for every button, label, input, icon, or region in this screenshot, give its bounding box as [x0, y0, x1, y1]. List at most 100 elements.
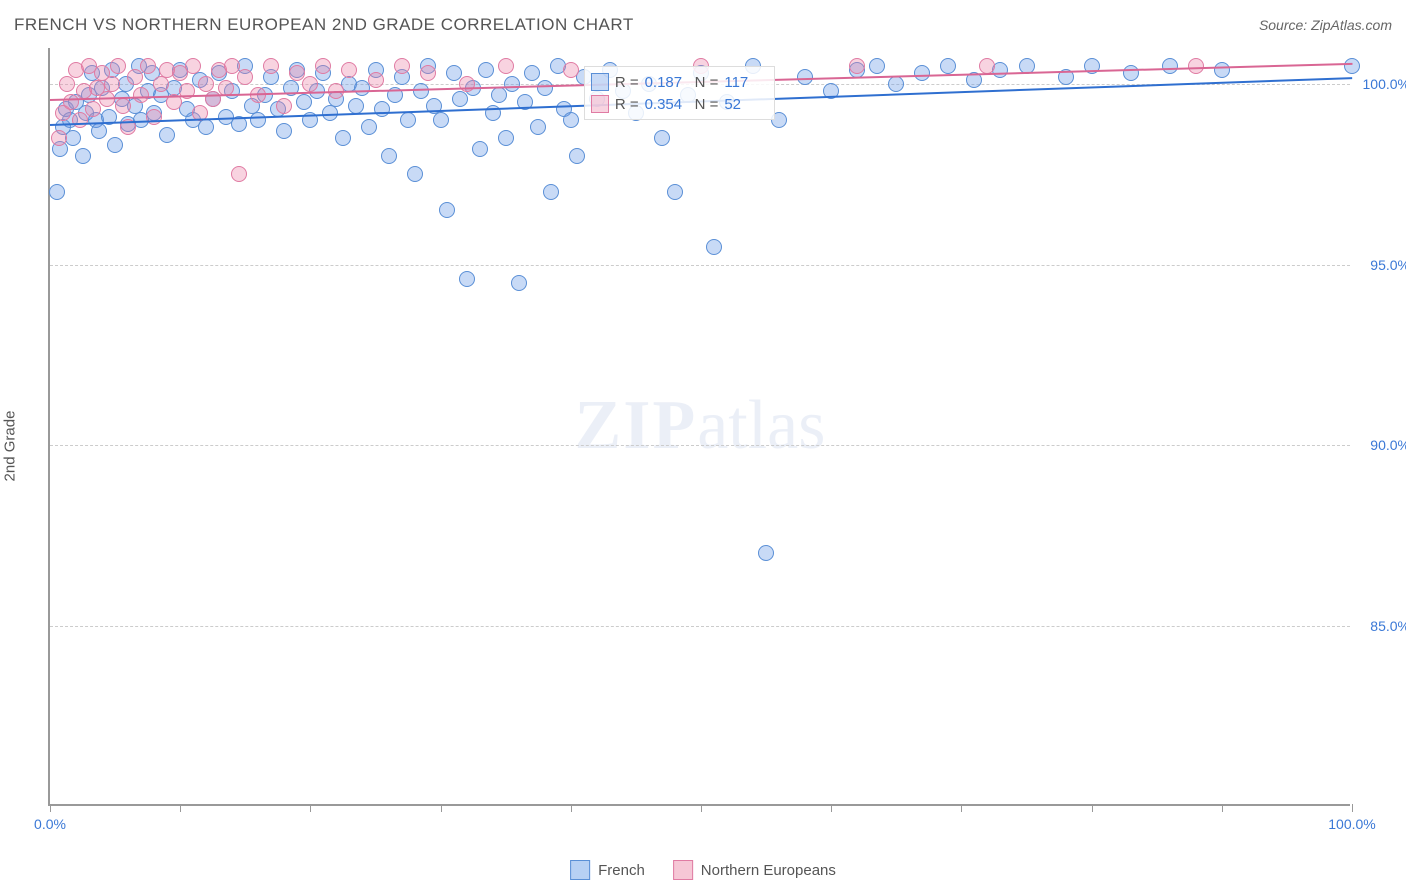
- data-point: [315, 58, 331, 74]
- data-point: [211, 65, 227, 81]
- data-point: [354, 80, 370, 96]
- stats-row: R =0.187N =117: [591, 71, 769, 93]
- data-point: [413, 83, 429, 99]
- data-point: [179, 101, 195, 117]
- data-point: [127, 98, 143, 114]
- data-point: [127, 69, 143, 85]
- data-point: [237, 58, 253, 74]
- data-point: [159, 62, 175, 78]
- data-point: [224, 83, 240, 99]
- data-point: [849, 62, 865, 78]
- data-point: [374, 101, 390, 117]
- data-point: [511, 275, 527, 291]
- data-point: [68, 94, 84, 110]
- data-point: [172, 65, 188, 81]
- data-point: [107, 137, 123, 153]
- data-point: [65, 130, 81, 146]
- data-point: [563, 112, 579, 128]
- data-point: [276, 123, 292, 139]
- data-point: [368, 72, 384, 88]
- data-point: [446, 65, 462, 81]
- data-point: [1162, 58, 1178, 74]
- data-point: [394, 58, 410, 74]
- data-point: [244, 98, 260, 114]
- stats-n-label: N =: [695, 96, 719, 113]
- data-point: [115, 98, 131, 114]
- data-point: [914, 65, 930, 81]
- data-point: [49, 184, 65, 200]
- data-point: [348, 98, 364, 114]
- data-point: [459, 271, 475, 287]
- data-point: [498, 58, 514, 74]
- watermark-part1: ZIP: [575, 387, 698, 464]
- data-point: [205, 91, 221, 107]
- legend-label: Northern Europeans: [701, 862, 836, 879]
- data-point: [361, 119, 377, 135]
- gridline-h: [50, 626, 1350, 627]
- data-point: [85, 101, 101, 117]
- stats-n-value: 117: [724, 74, 768, 91]
- data-point: [140, 58, 156, 74]
- x-tick: [571, 804, 572, 812]
- data-point: [537, 80, 553, 96]
- data-point: [62, 112, 78, 128]
- data-point: [289, 65, 305, 81]
- plot-canvas: ZIPatlas 85.0%90.0%95.0%100.0%0.0%100.0%…: [48, 48, 1350, 806]
- data-point: [654, 130, 670, 146]
- y-tick-label: 95.0%: [1370, 257, 1406, 273]
- data-point: [52, 141, 68, 157]
- data-point: [543, 184, 559, 200]
- data-point: [84, 65, 100, 81]
- data-point: [120, 116, 136, 132]
- data-point: [1188, 58, 1204, 74]
- data-point: [1214, 62, 1230, 78]
- data-point: [758, 545, 774, 561]
- data-point: [992, 62, 1008, 78]
- data-point: [394, 69, 410, 85]
- data-point: [211, 62, 227, 78]
- data-point: [420, 65, 436, 81]
- data-point: [407, 166, 423, 182]
- stats-r-label: R =: [615, 74, 639, 91]
- data-point: [110, 58, 126, 74]
- data-point: [55, 119, 71, 135]
- data-point: [51, 130, 67, 146]
- data-point: [263, 69, 279, 85]
- data-point: [556, 101, 572, 117]
- legend-swatch: [673, 860, 693, 880]
- data-point: [563, 62, 579, 78]
- data-point: [296, 94, 312, 110]
- data-point: [452, 91, 468, 107]
- data-point: [144, 65, 160, 81]
- x-tick: [1352, 804, 1353, 812]
- data-point: [94, 65, 110, 81]
- data-point: [185, 58, 201, 74]
- data-point: [869, 58, 885, 74]
- stats-n-value: 52: [724, 96, 768, 113]
- series-1: [50, 48, 1350, 804]
- data-point: [81, 87, 97, 103]
- data-point: [276, 98, 292, 114]
- data-point: [89, 80, 105, 96]
- x-tick: [831, 804, 832, 812]
- plot-area: ZIPatlas 85.0%90.0%95.0%100.0%0.0%100.0%…: [48, 48, 1350, 806]
- data-point: [58, 101, 74, 117]
- data-point: [231, 166, 247, 182]
- data-point: [400, 112, 416, 128]
- data-point: [68, 62, 84, 78]
- data-point: [237, 69, 253, 85]
- data-point: [131, 58, 147, 74]
- x-tick: [310, 804, 311, 812]
- data-point: [550, 58, 566, 74]
- data-point: [146, 105, 162, 121]
- x-tick: [1222, 804, 1223, 812]
- data-point: [198, 119, 214, 135]
- chart-legend: FrenchNorthern Europeans: [570, 860, 836, 880]
- data-point: [72, 112, 88, 128]
- series-0: [50, 48, 1350, 804]
- data-point: [315, 65, 331, 81]
- data-point: [530, 119, 546, 135]
- data-point: [368, 62, 384, 78]
- data-point: [75, 148, 91, 164]
- y-tick-label: 85.0%: [1370, 618, 1406, 634]
